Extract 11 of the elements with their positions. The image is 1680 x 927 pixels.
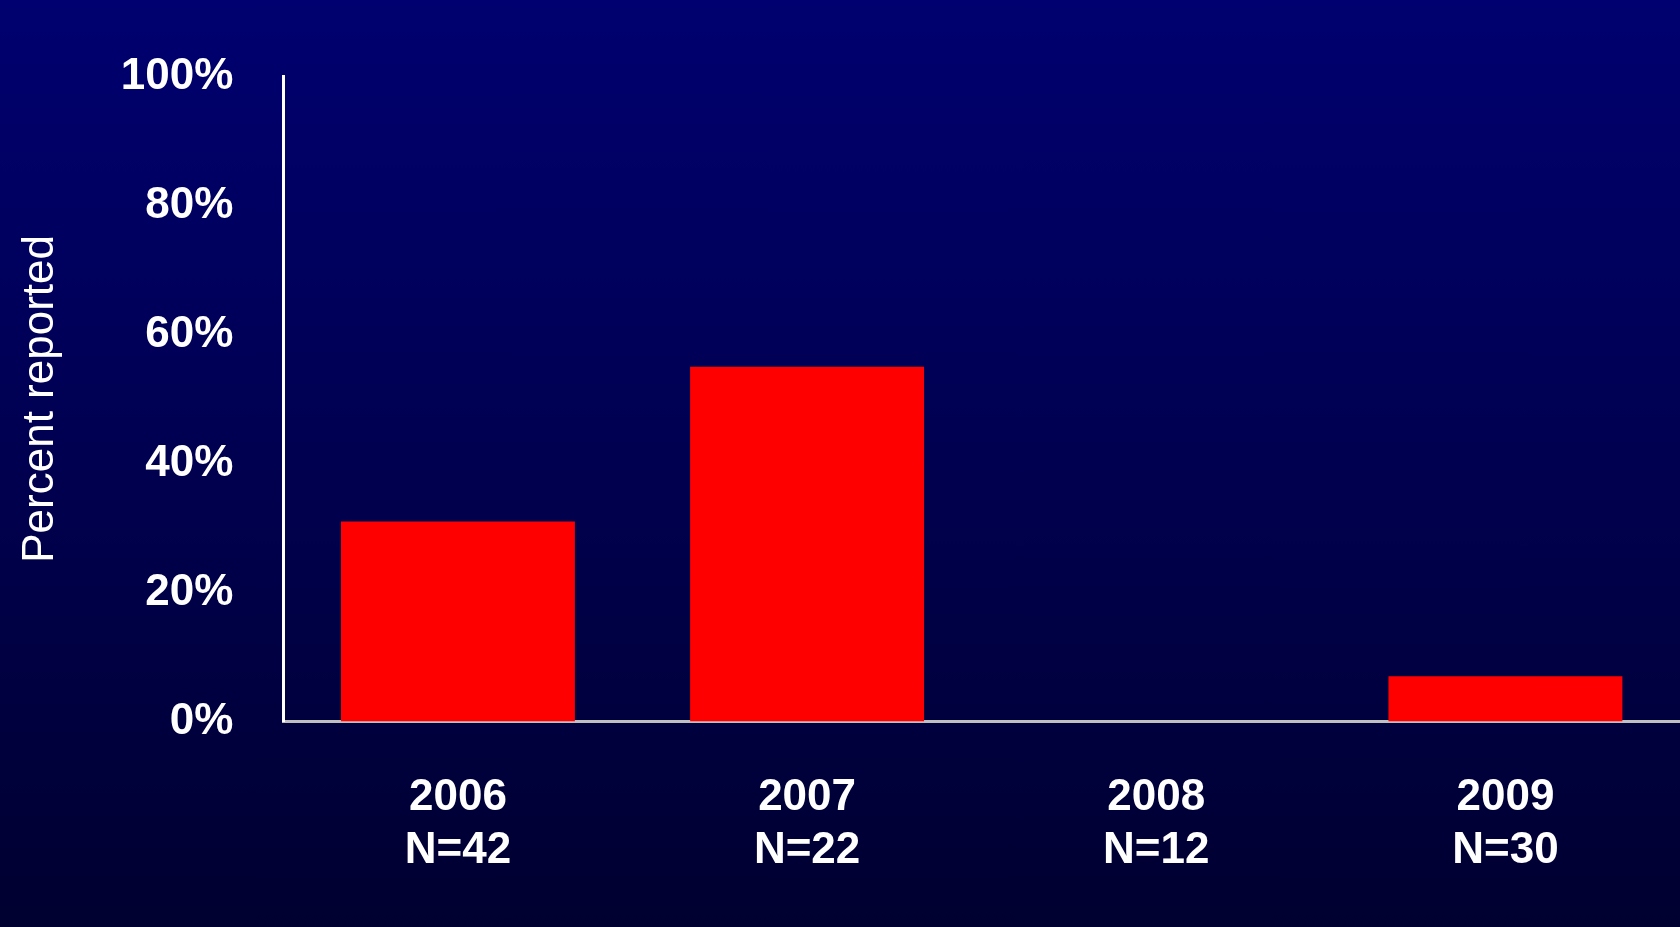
- y-tick-label: 0%: [169, 693, 234, 743]
- y-axis-title: Percent reported: [12, 235, 62, 563]
- x-tick-label: 2008 N=12: [1103, 769, 1210, 872]
- y-tick-label: 80%: [145, 177, 234, 227]
- x-tick-label: 2006 N=42: [404, 769, 512, 872]
- y-tick-label: 40%: [145, 435, 234, 485]
- y-tick-label: 60%: [145, 306, 234, 356]
- y-tick-label: 100%: [120, 48, 234, 98]
- y-tick-label: 20%: [145, 564, 234, 614]
- x-tick-label: 2007 N=22: [753, 769, 861, 872]
- x-tick-label: 2009 N=30: [1452, 769, 1559, 872]
